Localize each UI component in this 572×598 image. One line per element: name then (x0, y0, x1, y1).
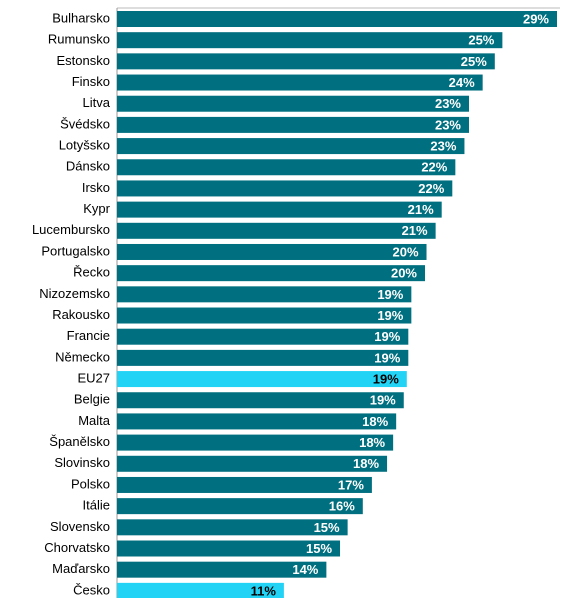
value-label: 23% (435, 96, 461, 111)
value-label: 19% (377, 287, 403, 302)
value-label: 19% (370, 393, 396, 408)
bar (117, 116, 469, 133)
bar (117, 540, 341, 557)
category-label: Švédsko (60, 116, 110, 131)
category-label: Irsko (82, 180, 110, 195)
value-label: 23% (435, 117, 461, 132)
bar (117, 561, 327, 578)
bar (117, 582, 284, 598)
value-label: 22% (418, 181, 444, 196)
bar (117, 180, 453, 197)
bar (117, 222, 436, 239)
value-label: 19% (373, 371, 399, 386)
value-label: 19% (374, 329, 400, 344)
category-label: EU27 (77, 370, 110, 385)
bar (117, 95, 469, 112)
bar (117, 476, 372, 493)
category-label: Litva (83, 95, 111, 110)
category-label: Rakousko (52, 307, 110, 322)
bar (117, 371, 407, 388)
bar (117, 159, 456, 176)
bar (117, 265, 425, 282)
value-label: 25% (461, 54, 487, 69)
value-label: 29% (523, 11, 549, 26)
category-label: Španělsko (49, 434, 110, 449)
category-label: Finsko (72, 74, 110, 89)
category-label: Francie (67, 328, 110, 343)
value-label: 15% (314, 520, 340, 535)
category-label: Česko (73, 582, 110, 597)
bar (117, 243, 427, 260)
bar (117, 434, 394, 451)
value-label: 18% (359, 435, 385, 450)
category-label: Slovinsko (54, 455, 110, 470)
category-label: Chorvatsko (44, 540, 110, 555)
value-label: 14% (292, 562, 318, 577)
value-label: 23% (430, 139, 456, 154)
category-label: Rumunsko (48, 32, 110, 47)
value-label: 17% (338, 477, 364, 492)
value-label: 20% (391, 266, 417, 281)
bar (117, 307, 412, 324)
bar (117, 74, 483, 91)
bar (117, 413, 397, 430)
value-label: 15% (306, 541, 332, 556)
category-label: Malta (78, 413, 111, 428)
bar (117, 11, 557, 27)
bar (117, 392, 404, 409)
bar (117, 53, 495, 70)
category-label: Polsko (71, 476, 110, 491)
category-label: Belgie (74, 392, 110, 407)
category-label: Bulharsko (52, 10, 110, 25)
value-label: 21% (408, 202, 434, 217)
value-label: 25% (468, 33, 494, 48)
value-label: 19% (377, 308, 403, 323)
category-label: Maďarsko (52, 561, 110, 576)
bar (117, 455, 388, 472)
bar (117, 328, 409, 345)
category-label: Německo (55, 349, 110, 364)
bar (117, 201, 442, 218)
bar (117, 32, 503, 49)
category-label: Nizozemsko (39, 286, 110, 301)
value-label: 21% (402, 223, 428, 238)
bar (117, 138, 465, 155)
category-label: Lotyšsko (59, 138, 110, 153)
value-label: 18% (353, 456, 379, 471)
value-label: 20% (392, 244, 418, 259)
category-label: Řecko (73, 265, 110, 280)
category-label: Estonsko (57, 53, 110, 68)
value-label: 16% (329, 499, 355, 514)
category-label: Dánsko (66, 159, 110, 174)
category-label: Kypr (83, 201, 110, 216)
value-label: 24% (449, 75, 475, 90)
bar (117, 519, 348, 536)
value-label: 22% (421, 160, 447, 175)
bar (117, 286, 412, 303)
bar (117, 498, 363, 515)
value-label: 11% (251, 583, 277, 598)
category-label: Slovensko (50, 519, 110, 534)
value-label: 18% (362, 414, 388, 429)
bar (117, 349, 409, 366)
category-label: Portugalsko (41, 243, 110, 258)
category-label: Itálie (83, 498, 110, 513)
category-label: Lucembursko (32, 222, 110, 237)
value-label: 19% (374, 350, 400, 365)
